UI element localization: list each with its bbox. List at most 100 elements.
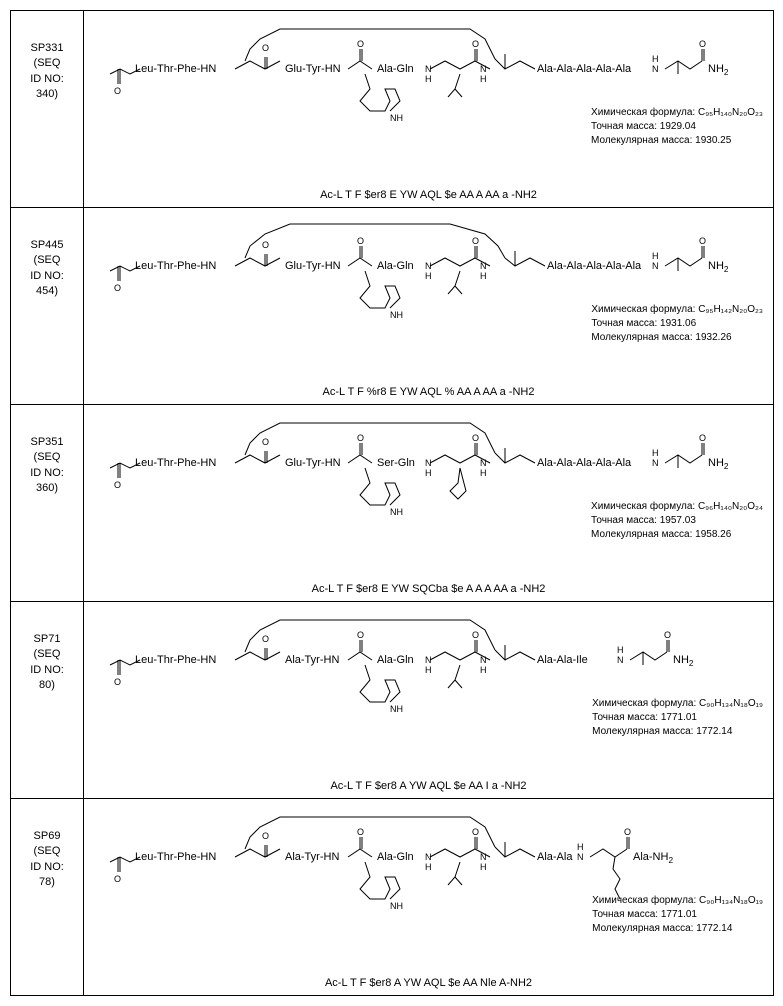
svg-text:O: O — [262, 240, 269, 250]
svg-text:H: H — [425, 271, 432, 281]
mass-label: Точная масса: — [592, 909, 658, 920]
sequence-text: Ac-L T F $er8 E YW AQL $e AA A AA a -NH2 — [84, 189, 773, 201]
svg-text:NH: NH — [390, 310, 403, 320]
svg-text:O: O — [699, 433, 706, 443]
mw-value: 1932.26 — [695, 332, 731, 343]
svg-text:H: H — [652, 448, 659, 458]
compound-content: OOOOO NHNH HNNH Leu-Thr-Phe-HN Ala-Tyr-H… — [84, 799, 774, 996]
svg-text:O: O — [114, 677, 121, 687]
svg-text:O: O — [699, 236, 706, 246]
compound-id: SP445 (SEQ ID NO: 454) — [11, 208, 84, 405]
mass-value: 1929.04 — [660, 121, 696, 132]
chemical-info: Химическая формула: C₉₀H₁₃₄N₁₈O₁₉ Точная… — [592, 697, 763, 739]
svg-text:O: O — [114, 86, 121, 96]
svg-text:O: O — [472, 630, 479, 640]
id-line: 340) — [36, 88, 58, 100]
chain-label: Leu-Thr-Phe-HN — [135, 63, 216, 75]
svg-text:O: O — [114, 480, 121, 490]
id-line: (SEQ — [34, 57, 61, 69]
svg-text:N: N — [480, 261, 487, 271]
chain-label: Glu-Tyr-HN — [285, 63, 341, 75]
table-row: SP351 (SEQ ID NO: 360) — [11, 405, 774, 602]
svg-text:H: H — [480, 74, 487, 84]
svg-text:O: O — [472, 433, 479, 443]
chemical-info: Химическая формула: C₉₅H₁₄₂N₂₀O₂₃ Точная… — [591, 303, 763, 345]
svg-text:O: O — [262, 831, 269, 841]
svg-text:O: O — [357, 433, 364, 443]
svg-text:H: H — [652, 54, 659, 64]
compound-id: SP71 (SEQ ID NO: 80) — [11, 602, 84, 799]
terminal-label: NH2 — [708, 260, 728, 274]
compound-content: OOOOO NHNH HNNH Leu-Thr-Phe-HN Glu-Tyr-H… — [84, 208, 774, 405]
terminal-label: Ala-NH2 — [633, 851, 673, 865]
chain-label: Ser-Gln — [377, 457, 415, 469]
svg-text:H: H — [425, 665, 432, 675]
compound-content: O O O O O N H N H H N NH Leu-Thr-Phe-HN — [84, 11, 774, 208]
svg-text:N: N — [577, 852, 584, 862]
svg-text:N: N — [652, 261, 659, 271]
chain-label: Ala-Ala — [537, 851, 572, 863]
svg-text:NH: NH — [390, 704, 403, 714]
id-line: 78) — [39, 876, 55, 888]
svg-text:N: N — [425, 655, 432, 665]
svg-text:H: H — [425, 862, 432, 872]
chain-label: Ala-Gln — [377, 260, 414, 272]
svg-text:H: H — [425, 468, 432, 478]
chain-label: Ala-Gln — [377, 654, 414, 666]
svg-text:NH: NH — [390, 113, 403, 123]
chain-label: Leu-Thr-Phe-HN — [135, 851, 216, 863]
formula-label: Химическая формула: — [591, 107, 695, 118]
chain-label: Ala-Ala-Ile — [537, 654, 588, 666]
compound-id: SP331 (SEQ ID NO: 340) — [11, 11, 84, 208]
mw-label: Молекулярная масса: — [591, 135, 692, 146]
svg-text:O: O — [472, 39, 479, 49]
svg-text:N: N — [480, 852, 487, 862]
svg-text:O: O — [472, 827, 479, 837]
id-line: (SEQ — [34, 451, 61, 463]
svg-text:O: O — [357, 39, 364, 49]
sequence-text: Ac-L T F %r8 E YW AQL % AA A AA a -NH2 — [84, 386, 773, 398]
formula-label: Химическая формула: — [592, 895, 696, 906]
chain-label: Ala-Ala-Ala-Ala-Ala — [547, 260, 641, 272]
svg-text:H: H — [480, 665, 487, 675]
id-line: ID NO: — [30, 73, 64, 85]
formula-label: Химическая формула: — [591, 501, 695, 512]
id-line: (SEQ — [34, 254, 61, 266]
svg-text:O: O — [262, 43, 269, 53]
chain-label: Ala-Ala-Ala-Ala-Ala — [537, 63, 631, 75]
terminal-label: NH2 — [708, 63, 728, 77]
svg-text:H: H — [480, 468, 487, 478]
sequence-text: Ac-L T F $er8 A YW AQL $e AA Nle A-NH2 — [84, 977, 773, 989]
svg-text:O: O — [357, 236, 364, 246]
svg-text:O: O — [624, 827, 631, 837]
terminal-label: NH2 — [708, 457, 728, 471]
mw-label: Молекулярная масса: — [591, 332, 692, 343]
compound-table: SP331 (SEQ ID NO: 340) — [10, 10, 774, 996]
svg-text:H: H — [480, 271, 487, 281]
id-line: 80) — [39, 679, 55, 691]
svg-text:H: H — [652, 251, 659, 261]
chain-label: Leu-Thr-Phe-HN — [135, 654, 216, 666]
id-line: ID NO: — [30, 467, 64, 479]
table-row: SP69 (SEQ ID NO: 78) — [11, 799, 774, 996]
mass-label: Точная масса: — [591, 121, 657, 132]
svg-text:NH: NH — [390, 901, 403, 911]
svg-text:N: N — [425, 261, 432, 271]
formula-label: Химическая формула: — [592, 698, 696, 709]
chain-label: Leu-Thr-Phe-HN — [135, 260, 216, 272]
id-line: ID NO: — [30, 861, 64, 873]
formula-value: C₉₆H₁₄₀N₂₀O₂₄ — [698, 501, 763, 512]
svg-text:O: O — [699, 39, 706, 49]
svg-text:H: H — [577, 842, 584, 852]
svg-text:O: O — [262, 437, 269, 447]
svg-text:N: N — [480, 64, 487, 74]
id-line: SP71 — [34, 633, 61, 645]
mass-value: 1771.01 — [661, 909, 697, 920]
mw-value: 1958.26 — [695, 529, 731, 540]
chain-label: Ala-Gln — [377, 63, 414, 75]
formula-label: Химическая формула: — [591, 304, 695, 315]
compound-id: SP69 (SEQ ID NO: 78) — [11, 799, 84, 996]
svg-text:N: N — [425, 458, 432, 468]
chain-label: Ala-Ala-Ala-Ala-Ala — [537, 457, 631, 469]
mw-value: 1772.14 — [696, 923, 732, 934]
